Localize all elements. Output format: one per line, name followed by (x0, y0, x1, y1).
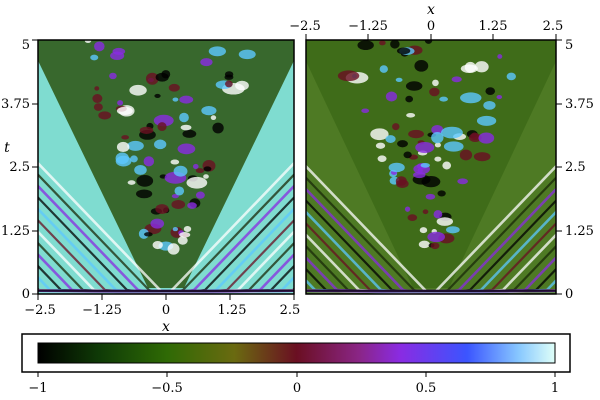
right-x-axis: x −2.5 −1.25 0 1.25 2.5 (289, 2, 563, 40)
right-heatmap-panel (305, 39, 557, 295)
right-x-tick-3: 0 (427, 19, 435, 34)
right-y-tick-1: 0 (565, 287, 573, 302)
left-y-tick-1: 0 (22, 287, 30, 302)
colorbar-tick-4: 0.5 (416, 381, 437, 396)
colorbar-tick-2: −0.5 (151, 381, 183, 396)
right-x-tick-5: 2.5 (543, 19, 564, 34)
right-x-tick-4: 1.25 (479, 19, 508, 34)
left-x-tick-3: 0 (162, 303, 170, 318)
left-x-axis: −2.5 −1.25 0 1.25 2.5 x (24, 294, 300, 335)
left-x-tick-2: −1.25 (82, 303, 122, 318)
left-y-tick-3: 2.5 (9, 160, 30, 175)
right-y-tick-5: 5 (565, 38, 573, 53)
colorbar-gradient (37, 342, 556, 364)
right-x-tick-2: −1.25 (348, 19, 388, 34)
left-y-axis: 0 1.25 2.5 3.75 5 t (1, 38, 38, 302)
right-y-axis: 0 1.25 2.5 3.75 5 (556, 38, 594, 302)
left-x-tick-4: 1.25 (218, 303, 247, 318)
right-y-tick-4: 3.75 (565, 97, 594, 112)
right-y-tick-3: 2.5 (565, 160, 586, 175)
right-x-tick-1: −2.5 (289, 19, 321, 34)
colorbar-tick-3: 0 (293, 381, 301, 396)
left-x-tick-5: 2.5 (280, 303, 301, 318)
left-y-tick-5: 5 (22, 38, 30, 53)
colorbar-outer-frame (21, 333, 571, 373)
left-y-axis-label: t (4, 140, 10, 156)
right-y-tick-2: 1.25 (565, 224, 594, 239)
colorbar-tick-1: −1 (28, 381, 47, 396)
left-y-tick-4: 3.75 (1, 97, 30, 112)
colorbar-tick-5: 1 (551, 381, 559, 396)
left-x-tick-1: −2.5 (24, 303, 56, 318)
left-y-tick-2: 1.25 (1, 224, 30, 239)
left-heatmap-panel (37, 39, 295, 295)
right-x-axis-label: x (427, 2, 435, 18)
colorbar: −1 −0.5 0 0.5 1 (21, 333, 571, 396)
left-x-axis-label: x (162, 319, 170, 335)
